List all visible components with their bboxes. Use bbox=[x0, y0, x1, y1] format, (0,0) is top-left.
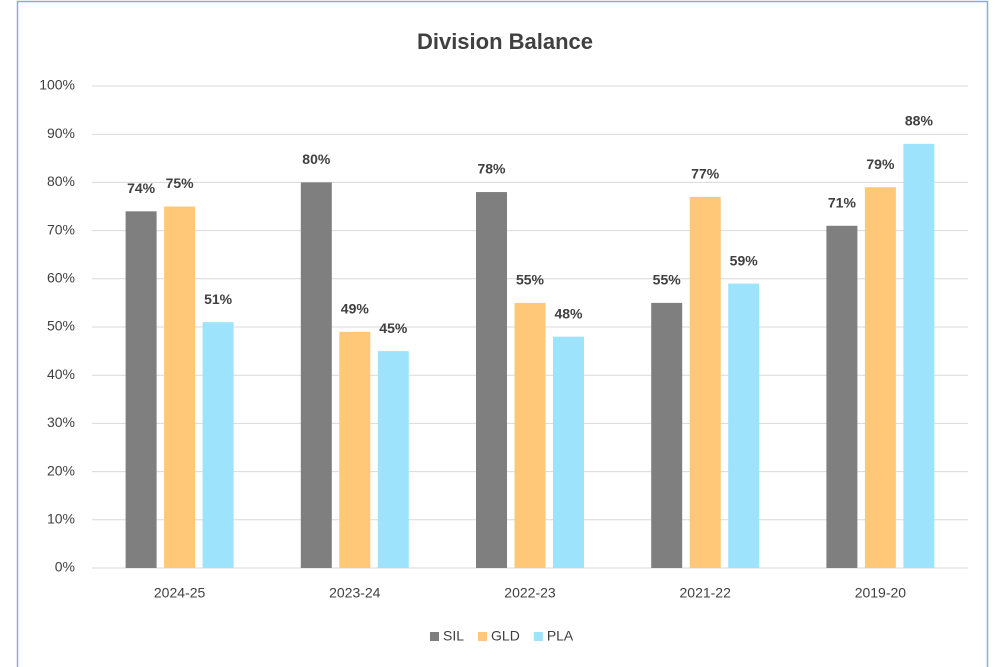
data-label: 75% bbox=[166, 175, 195, 191]
data-label: 80% bbox=[302, 151, 331, 167]
legend-label: GLD bbox=[491, 628, 520, 644]
bar bbox=[125, 211, 157, 568]
bar bbox=[689, 196, 721, 569]
x-tick-label: 2023-24 bbox=[329, 585, 381, 601]
bar bbox=[728, 283, 760, 568]
bar bbox=[514, 302, 546, 568]
data-label: 74% bbox=[127, 180, 156, 196]
data-label: 77% bbox=[691, 166, 720, 182]
bar bbox=[826, 225, 858, 568]
data-label: 51% bbox=[204, 291, 233, 307]
y-tick-label: 60% bbox=[47, 270, 75, 286]
data-label: 55% bbox=[516, 272, 545, 288]
data-label: 48% bbox=[554, 305, 583, 321]
y-tick-label: 20% bbox=[47, 462, 75, 478]
legend-swatch bbox=[430, 632, 439, 641]
y-tick-label: 100% bbox=[39, 77, 75, 93]
legend-swatch bbox=[478, 632, 488, 641]
y-tick-label: 10% bbox=[47, 511, 75, 527]
data-label: 88% bbox=[905, 113, 934, 129]
bar bbox=[476, 192, 507, 569]
y-tick-label: 90% bbox=[47, 125, 75, 141]
bar bbox=[553, 336, 584, 568]
bar bbox=[164, 206, 196, 568]
x-tick-label: 2019-20 bbox=[855, 585, 907, 601]
data-label: 59% bbox=[730, 252, 759, 268]
data-label: 49% bbox=[341, 301, 370, 317]
y-tick-label: 50% bbox=[47, 318, 75, 334]
legend-label: PLA bbox=[547, 628, 574, 644]
data-label: 79% bbox=[866, 156, 895, 172]
data-label: 78% bbox=[477, 161, 506, 177]
bar bbox=[300, 182, 332, 568]
legend-label: SIL bbox=[443, 628, 464, 644]
data-label: 71% bbox=[828, 194, 857, 210]
y-tick-label: 40% bbox=[47, 366, 75, 382]
x-tick-label: 2021-22 bbox=[680, 585, 732, 601]
y-tick-label: 30% bbox=[47, 414, 75, 430]
bar bbox=[202, 322, 234, 568]
bar bbox=[377, 351, 409, 568]
bar bbox=[903, 143, 935, 568]
legend-swatch bbox=[533, 632, 543, 641]
data-label: 55% bbox=[653, 272, 682, 288]
y-tick-label: 0% bbox=[55, 559, 75, 575]
y-tick-label: 70% bbox=[47, 221, 75, 237]
chart-title: Division Balance bbox=[417, 29, 593, 54]
bar bbox=[651, 302, 683, 568]
x-tick-label: 2024-25 bbox=[154, 585, 206, 601]
bar bbox=[864, 187, 896, 568]
data-label: 45% bbox=[379, 320, 408, 336]
y-tick-label: 80% bbox=[47, 173, 75, 189]
bar bbox=[339, 331, 371, 568]
x-tick-label: 2022-23 bbox=[504, 585, 556, 601]
